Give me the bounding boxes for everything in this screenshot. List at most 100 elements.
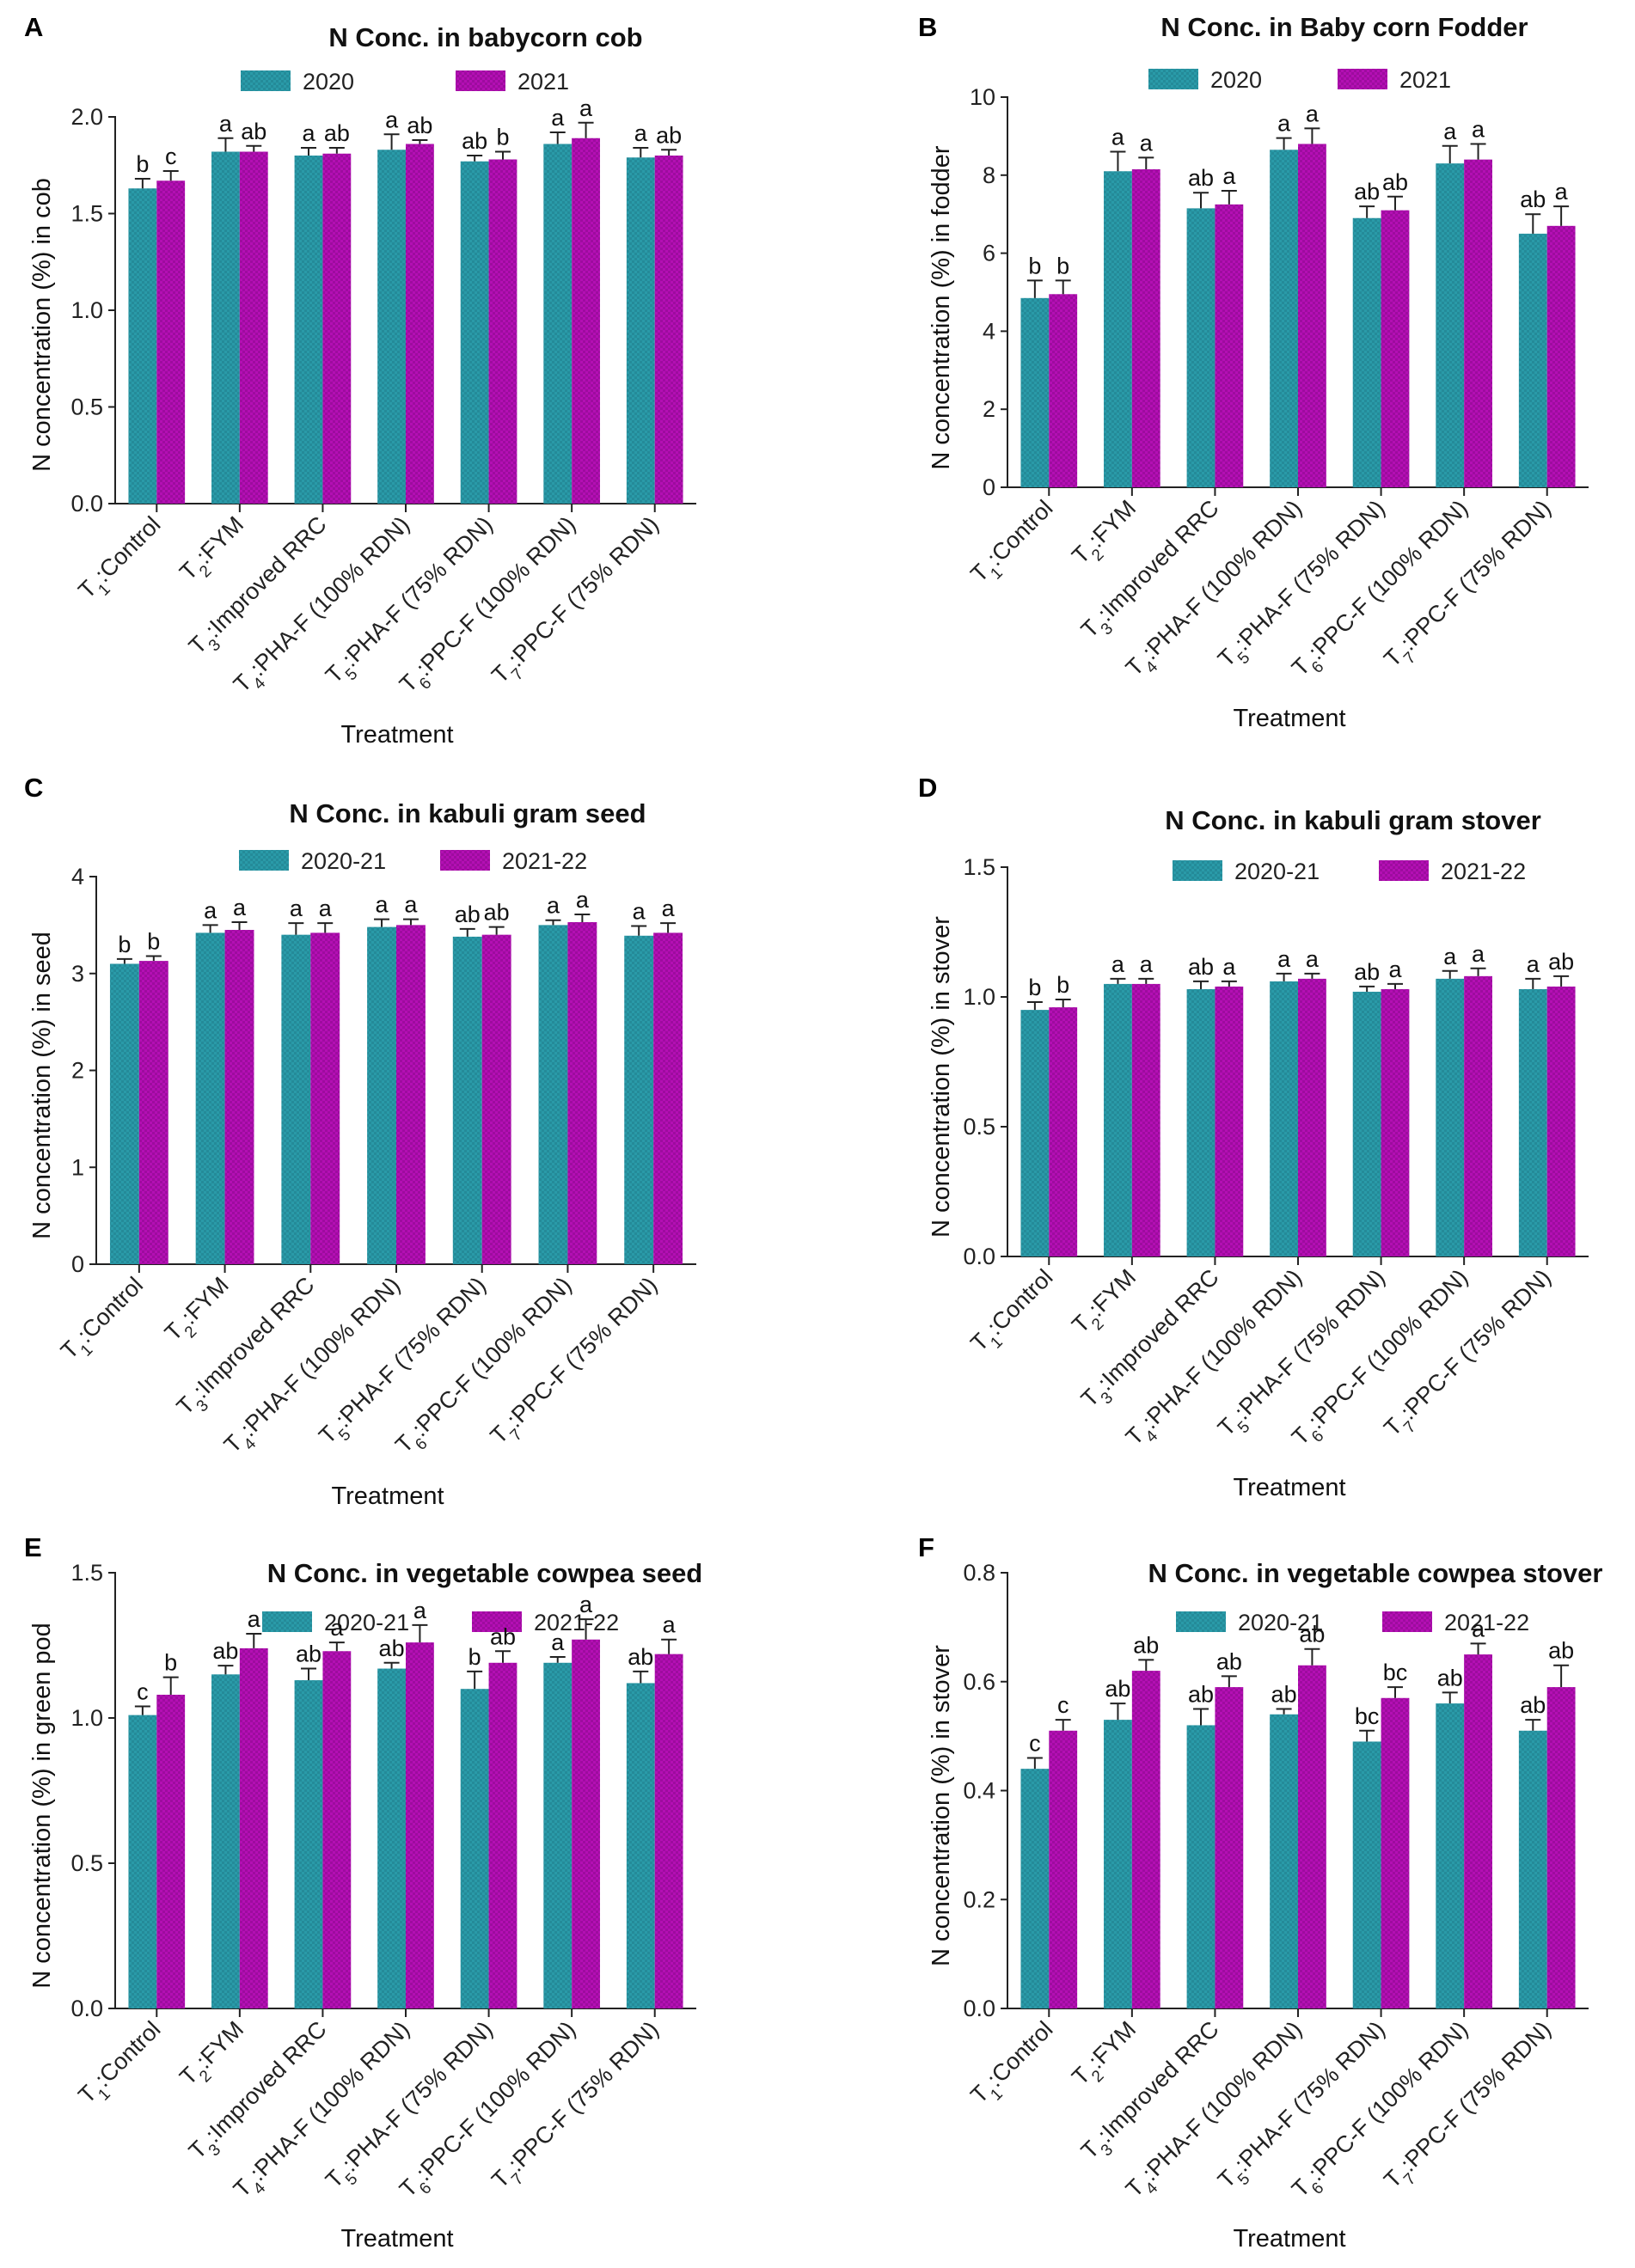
category-label: T1:Control xyxy=(965,1264,1063,1362)
chart-panel-b: B N Conc. in Baby corn Fodder 2020 2021 0 2 4 6… xyxy=(918,12,1589,732)
y-tick-label: 0 xyxy=(983,474,995,500)
bar-2020-21-6 xyxy=(538,925,568,1264)
category-label: T7:PPC-F (75% RDN) xyxy=(1379,1264,1562,1447)
bar-2020-6 xyxy=(543,144,573,504)
legend-label: 2021-22 xyxy=(534,1610,619,1635)
significance-letter: a xyxy=(1443,944,1457,969)
bar-2021-22-7 xyxy=(1546,1687,1576,2008)
bar-2020-21-1 xyxy=(1020,1769,1050,2008)
legend-swatch-2020-21 xyxy=(239,850,289,871)
significance-letter: a xyxy=(576,887,590,913)
bar-2020-21-3 xyxy=(1186,1725,1216,2008)
legend-swatch-2021-22 xyxy=(472,1611,522,1632)
bar-2020-21-7 xyxy=(1518,988,1547,1256)
bar-2020-21-7 xyxy=(626,1683,655,2008)
bar-2020-7 xyxy=(1518,233,1547,487)
bar-2020-21-1 xyxy=(1020,1010,1050,1256)
significance-letter: ab xyxy=(1382,169,1408,195)
significance-letter: b xyxy=(1056,972,1069,998)
bar-2021-22-5 xyxy=(488,1662,517,2008)
category-label: T1:Control xyxy=(965,2016,1063,2114)
category-label: T2:FYM xyxy=(1067,1264,1147,1344)
significance-letter: a xyxy=(376,892,389,918)
bar-2021-22-1 xyxy=(1049,1730,1078,2008)
bar-2021-7 xyxy=(1546,225,1576,487)
significance-letter: ab xyxy=(1133,1632,1159,1658)
category-label: T7:PPC-F (75% RDN) xyxy=(487,2016,670,2199)
significance-letter: a xyxy=(1140,951,1154,977)
significance-letter: ab xyxy=(1216,1648,1242,1674)
y-tick-label: 0.8 xyxy=(963,1560,995,1586)
chart-title: N Conc. in kabuli gram stover xyxy=(1165,805,1541,835)
category-label: T1:Control xyxy=(965,495,1063,593)
significance-letter: c xyxy=(165,144,177,169)
significance-letter: a xyxy=(219,111,233,137)
bar-2020-21-1 xyxy=(128,1715,157,2008)
category-label: T2:FYM xyxy=(1067,495,1147,575)
bar-2020-21-2 xyxy=(1104,983,1132,1256)
significance-letter: a xyxy=(330,1615,344,1641)
category-label: T7:PPC-F (75% RDN) xyxy=(1379,495,1562,678)
x-axis-label: Treatment xyxy=(331,1482,444,1510)
chart-title: N Conc. in vegetable cowpea stover xyxy=(1148,1558,1603,1588)
significance-letter: ab xyxy=(1548,1638,1574,1664)
y-axis-label: N concentration (%) in green pod xyxy=(28,1623,56,1989)
legend-label: 2020-21 xyxy=(301,848,386,874)
bar-2021-22-5 xyxy=(481,934,511,1264)
category-label: T2:FYM xyxy=(175,511,254,591)
bar-2020-21-7 xyxy=(624,935,654,1264)
bar-2021-4 xyxy=(406,144,434,504)
significance-letter: a xyxy=(404,892,418,918)
y-tick-label: 0.6 xyxy=(963,1669,995,1695)
significance-letter: a xyxy=(1472,116,1485,142)
significance-letter: a xyxy=(547,893,560,919)
bar-2020-21-6 xyxy=(543,1662,573,2008)
y-axis-label: N concentration (%) in cob xyxy=(28,178,56,472)
significance-letter: a xyxy=(579,1592,593,1617)
significance-letter: a xyxy=(551,105,565,131)
significance-letter: a xyxy=(413,1598,427,1623)
significance-letter: a xyxy=(302,120,315,146)
y-tick-label: 0.4 xyxy=(963,1778,995,1804)
significance-letter: ab xyxy=(1520,186,1546,212)
bar-2021-22-5 xyxy=(1381,988,1410,1256)
y-tick-label: 1.0 xyxy=(70,297,103,323)
bar-2020-21-7 xyxy=(1518,1730,1547,2008)
significance-letter: c xyxy=(137,1678,149,1704)
legend-label: 2020-21 xyxy=(1234,859,1320,884)
significance-letter: a xyxy=(1306,101,1320,126)
significance-letter: ab xyxy=(1105,1676,1130,1702)
y-tick-label: 1.0 xyxy=(70,1705,103,1731)
significance-letter: a xyxy=(1306,946,1320,972)
bar-2021-2 xyxy=(1131,168,1160,488)
legend-swatch-2020-21 xyxy=(1176,1611,1226,1632)
legend-swatch-2021-22 xyxy=(1382,1611,1432,1632)
bar-2020-6 xyxy=(1436,163,1465,487)
bar-2021-6 xyxy=(1464,159,1492,487)
bar-2020-4 xyxy=(1270,150,1298,488)
bar-2021-22-5 xyxy=(1381,1697,1410,2008)
legend-label: 2020 xyxy=(303,69,354,95)
y-tick-label: 6 xyxy=(983,241,995,266)
significance-letter: a xyxy=(233,895,247,920)
bar-2021-22-3 xyxy=(1215,1687,1244,2008)
panel-label: D xyxy=(918,773,937,803)
bar-2021-22-2 xyxy=(1131,983,1160,1256)
bar-2020-21-3 xyxy=(281,934,311,1264)
y-tick-label: 2 xyxy=(983,396,995,422)
bar-2020-21-4 xyxy=(377,1668,406,2008)
bar-2021-22-3 xyxy=(322,1651,352,2008)
y-tick-label: 4 xyxy=(71,864,84,889)
bar-2020-21-2 xyxy=(195,932,225,1264)
bar-2020-21-4 xyxy=(1270,1714,1298,2008)
bar-2021-22-3 xyxy=(310,932,340,1264)
bar-2020-3 xyxy=(294,156,323,504)
bar-2021-4 xyxy=(1298,144,1326,488)
significance-letter: a xyxy=(319,896,333,921)
significance-letter: a xyxy=(663,1612,677,1638)
significance-letter: ab xyxy=(407,113,432,138)
bar-2021-22-2 xyxy=(1131,1671,1160,2008)
significance-letter: a xyxy=(1388,957,1402,982)
legend-label: 2020-21 xyxy=(324,1610,409,1635)
